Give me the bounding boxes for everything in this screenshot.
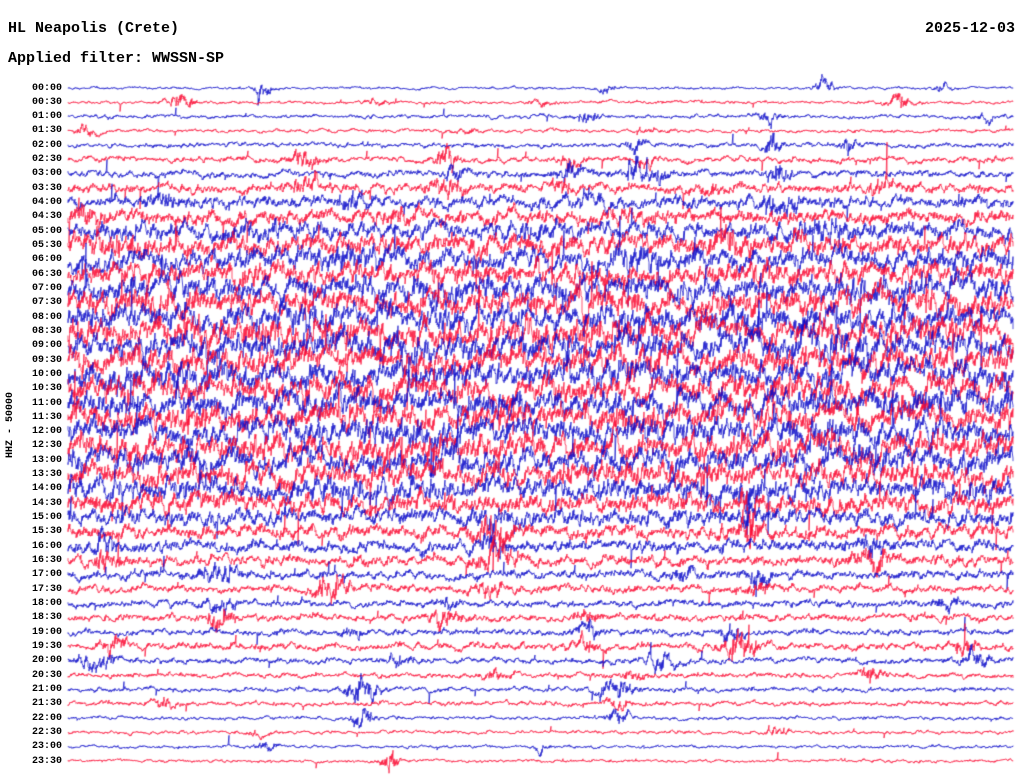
time-label: 16:30: [31, 555, 62, 567]
time-label: 23:30: [31, 755, 62, 767]
time-label: 00:00: [31, 82, 62, 94]
time-label: 11:30: [31, 411, 62, 423]
time-label: 19:00: [31, 626, 62, 638]
time-label: 17:00: [31, 569, 62, 581]
time-label: 09:30: [31, 354, 62, 366]
time-label: 11:00: [31, 397, 62, 409]
time-label: 10:00: [31, 368, 62, 380]
time-label: 04:00: [31, 197, 62, 209]
time-label: 13:00: [31, 454, 62, 466]
time-label: 03:00: [31, 168, 62, 180]
time-label: 23:00: [31, 741, 62, 753]
time-label: 15:00: [31, 512, 62, 524]
time-label: 12:00: [31, 426, 62, 438]
time-label: 08:00: [31, 311, 62, 323]
time-label: 02:30: [31, 154, 62, 166]
time-label: 09:00: [31, 340, 62, 352]
time-label: 18:00: [31, 597, 62, 609]
time-label: 19:30: [31, 640, 62, 652]
time-label: 06:30: [31, 268, 62, 280]
time-label: 14:00: [31, 483, 62, 495]
time-label: 16:00: [31, 540, 62, 552]
time-label: 02:00: [31, 139, 62, 151]
time-label: 21:30: [31, 698, 62, 710]
time-label: 13:30: [31, 469, 62, 481]
time-label: 22:00: [31, 712, 62, 724]
time-label: 04:30: [31, 211, 62, 223]
applied-filter-label: Applied filter: WWSSN-SP: [8, 50, 225, 67]
time-label: 05:30: [31, 240, 62, 251]
time-label: 01:30: [31, 125, 62, 137]
time-label: 18:30: [31, 612, 62, 624]
time-label: 03:30: [31, 182, 62, 194]
time-label: 14:30: [31, 497, 62, 509]
time-label: 05:00: [31, 225, 62, 237]
time-label: 15:30: [31, 526, 62, 538]
time-label: 10:30: [31, 383, 62, 395]
plot-date: 2025-12-03: [924, 20, 1015, 37]
time-label: 17:30: [31, 583, 62, 595]
station-title: HL Neapolis (Crete): [8, 20, 180, 37]
time-label: 06:00: [31, 254, 62, 266]
time-label: 20:00: [31, 655, 62, 667]
time-label: 12:30: [31, 440, 62, 452]
time-label: 20:30: [31, 669, 62, 681]
time-label: 08:30: [31, 325, 62, 337]
time-label: 21:00: [31, 683, 62, 695]
time-label: 22:30: [31, 726, 62, 738]
time-label: 07:30: [31, 297, 62, 309]
time-label: 00:30: [31, 96, 62, 108]
time-label: 07:00: [31, 282, 62, 294]
time-label: 01:00: [31, 111, 62, 123]
